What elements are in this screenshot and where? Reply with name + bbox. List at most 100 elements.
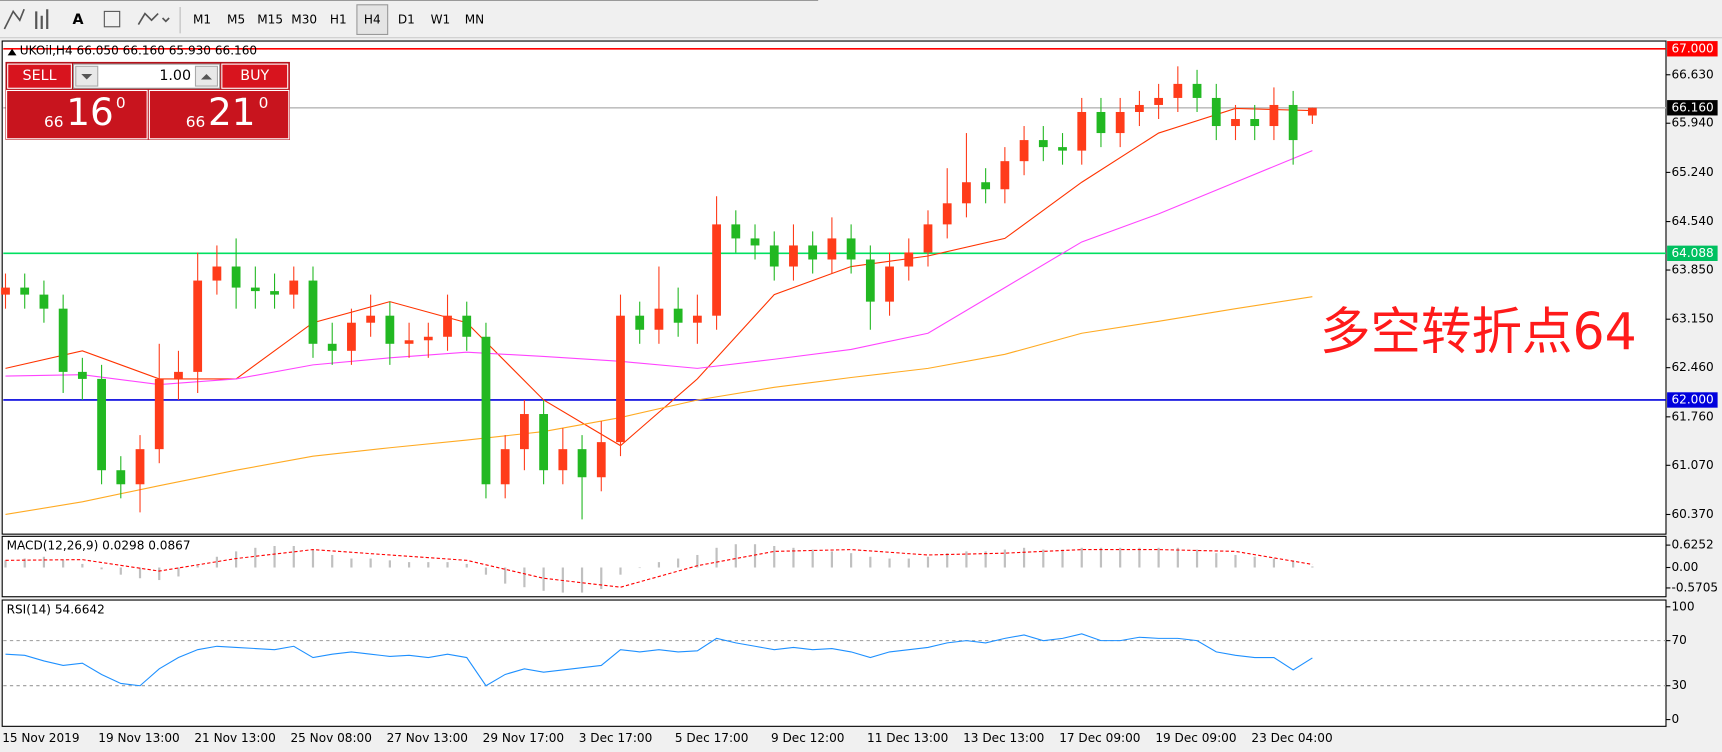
y-tick-label: 65.940 [1671, 116, 1713, 130]
candle-body [923, 224, 933, 253]
timeframe-button[interactable]: H4 [364, 13, 381, 27]
chart-icon[interactable] [3, 8, 25, 30]
candle-body [558, 449, 568, 471]
macd-bar [1292, 560, 1295, 568]
candle-body [231, 266, 241, 288]
buy-label[interactable]: BUY [240, 68, 269, 84]
candle-body [1288, 104, 1298, 141]
candle-body [846, 238, 856, 260]
timeframe-button[interactable]: W1 [431, 13, 451, 27]
candle-body [962, 182, 971, 204]
candle-body [596, 442, 606, 478]
buy-price-box[interactable] [148, 89, 290, 140]
candle-body [654, 308, 664, 330]
candle-body [577, 449, 587, 478]
sell-price-suffix: 0 [116, 94, 126, 112]
candle-body [981, 182, 991, 190]
candle-body [1135, 104, 1144, 112]
macd-bar [984, 551, 987, 568]
timeframe-button[interactable]: MN [465, 13, 484, 27]
macd-bar [1234, 554, 1237, 568]
candle-body [885, 266, 894, 302]
candle-body [39, 294, 49, 309]
timeframe-button[interactable]: D1 [398, 13, 415, 27]
x-tick-label: 19 Dec 09:00 [1155, 731, 1236, 745]
macd-signal [5, 549, 1313, 588]
macd-bar [1138, 547, 1141, 568]
candle-body [97, 378, 106, 471]
macd-bar [580, 567, 584, 593]
lot-value[interactable]: 1.00 [159, 68, 191, 84]
macd-bar [427, 562, 430, 568]
candle-body [1000, 161, 1010, 190]
macd-bar [1003, 549, 1006, 568]
timeframe-button[interactable]: H1 [330, 13, 347, 27]
macd-bar [1215, 553, 1218, 568]
macd-panel [1, 535, 1667, 598]
macd-bar [235, 551, 238, 568]
macd-bar [177, 567, 180, 577]
macd-bar [715, 547, 718, 568]
y-tick-label: 70 [1671, 633, 1686, 647]
candle-body [827, 238, 837, 260]
sell-price-box[interactable] [6, 89, 148, 140]
toolbar: A [0, 0, 1722, 39]
y-tick-label: 60.370 [1671, 507, 1713, 521]
y-tick-label: 0 [1671, 712, 1679, 726]
candle-body [481, 336, 491, 485]
candle-body [692, 315, 702, 323]
candle-body [942, 203, 952, 225]
macd-bar [1272, 558, 1276, 568]
sell-button[interactable] [7, 63, 72, 89]
x-tick-label: 15 Nov 2019 [2, 731, 79, 745]
level-label-box [1667, 392, 1718, 408]
timeframe-button[interactable]: M5 [227, 13, 245, 27]
candle-body [904, 252, 914, 267]
macd-bar [926, 556, 930, 568]
annotation: 多空转折点64 [1320, 302, 1637, 361]
indicator-icon[interactable] [35, 9, 49, 29]
macd-bar [484, 567, 488, 575]
y-tick-label: 66.630 [1671, 67, 1713, 81]
label-tool-icon[interactable] [103, 10, 121, 28]
candle-body [423, 336, 433, 341]
macd-bar [523, 567, 526, 588]
macd-bar [254, 547, 257, 568]
text-tool-icon[interactable]: A [72, 12, 83, 28]
macd-bar [407, 562, 411, 568]
candle-body [289, 280, 299, 295]
macd-bar [1195, 549, 1199, 568]
macd-bar [811, 549, 814, 568]
sell-price-prefix: 66 [44, 113, 64, 131]
shapes-icon[interactable] [137, 12, 170, 25]
macd-bar [1157, 547, 1160, 568]
candle-body [673, 308, 683, 323]
candle-body [520, 414, 529, 450]
macd-bar [446, 562, 449, 568]
candle-body [174, 371, 183, 379]
timeframe-button[interactable]: M30 [291, 13, 317, 27]
candle-body [500, 449, 510, 485]
timeframe-button[interactable]: M15 [257, 13, 283, 27]
macd-bar [273, 546, 276, 568]
macd-bar [465, 563, 468, 568]
x-tick-label: 11 Dec 13:00 [867, 731, 948, 745]
macd-bar [388, 560, 391, 568]
candle-body [443, 315, 452, 337]
timeframe-button[interactable]: M1 [193, 13, 211, 27]
candle-body [769, 245, 779, 267]
macd-bar [119, 567, 122, 575]
collapse-arrow[interactable] [7, 48, 17, 56]
candle-body [1231, 119, 1240, 127]
y-tick-label: -0.5705 [1671, 580, 1718, 594]
candle-body [1058, 147, 1067, 151]
macd-bar [369, 558, 372, 568]
y-tick-label: 100 [1671, 599, 1694, 613]
y-tick-label: 0.00 [1671, 560, 1698, 574]
buy-price-prefix: 66 [186, 113, 206, 131]
macd-bar [542, 567, 545, 591]
candle-body [1115, 111, 1125, 134]
sell-label[interactable]: SELL [23, 68, 57, 84]
buy-button[interactable] [221, 63, 289, 89]
